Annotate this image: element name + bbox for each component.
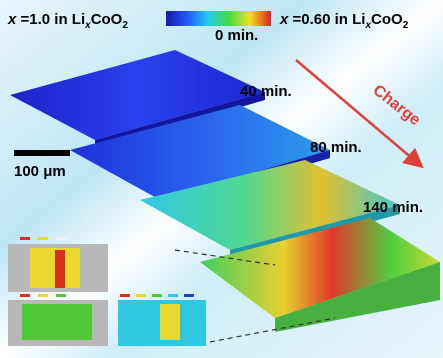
color-swatch [136, 294, 146, 297]
slab-label: 80 min. [310, 139, 362, 156]
text-part: 2 [403, 20, 409, 31]
color-swatch [120, 294, 130, 297]
slab-label: 0 min. [215, 27, 258, 44]
text-part: CoO [371, 11, 403, 28]
color-swatch [56, 294, 66, 297]
scale-label: 100 μm [14, 163, 66, 180]
inset-fill [55, 250, 65, 288]
figure: x =1.0 in LixCoO2 x =0.60 in LixCoO2 0 m… [0, 0, 443, 358]
color-swatch [20, 294, 30, 297]
text-part: =0.60 in Li [288, 11, 365, 28]
color-swatch [38, 294, 48, 297]
color-swatch [152, 294, 162, 297]
color-swatch [56, 237, 66, 240]
color-swatch [184, 294, 194, 297]
text-part: =1.0 in Li [16, 11, 85, 28]
inset-fill [160, 304, 180, 340]
text-part: CoO [91, 11, 123, 28]
text-part: 2 [122, 20, 128, 31]
color-bar [166, 11, 271, 26]
inset-fill [22, 304, 92, 340]
scale-bar [14, 150, 70, 156]
color-swatch [38, 237, 48, 240]
slab-label: 40 min. [240, 83, 292, 100]
color-swatch [20, 237, 30, 240]
slab-label: 140 min. [363, 199, 423, 216]
color-swatch [168, 294, 178, 297]
